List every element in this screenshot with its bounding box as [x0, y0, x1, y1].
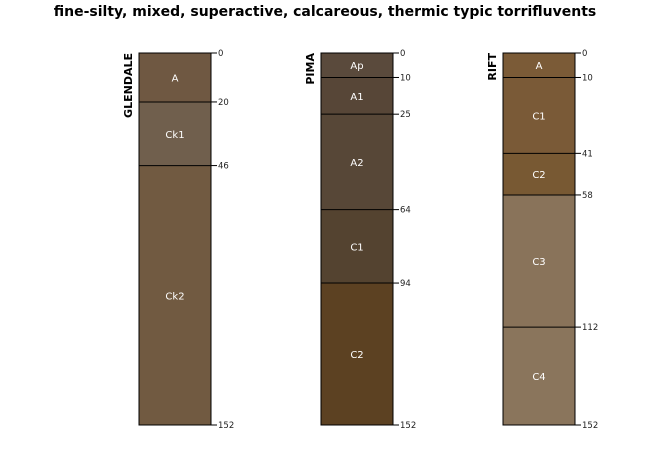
depth-label: 58	[582, 191, 593, 201]
profile-outline	[320, 52, 394, 426]
profile-name: PIMA	[304, 53, 317, 85]
horizon-label: C4	[532, 372, 545, 383]
depth-label: 10	[582, 73, 593, 83]
horizon-rect	[139, 101, 211, 166]
horizon-label: A	[172, 73, 179, 84]
horizon-rect	[503, 194, 575, 328]
horizon-label: A2	[350, 158, 363, 169]
horizon-rect	[503, 153, 575, 195]
depth-label: 25	[400, 110, 411, 120]
profile-glendale: A Ck1 Ck2 0 20 46 152 GLENDALE	[122, 49, 234, 431]
profile-name: GLENDALE	[122, 53, 135, 118]
depth-label: 41	[582, 149, 593, 159]
depth-label: 152	[400, 421, 416, 431]
depth-label: 64	[400, 206, 411, 216]
horizon-rect	[321, 114, 393, 210]
horizon-rect	[139, 165, 211, 425]
horizon-label: C1	[350, 242, 363, 253]
horizon-label: C2	[532, 170, 545, 181]
horizon-rect	[321, 209, 393, 284]
horizon-rect	[503, 77, 575, 154]
profile-rift: A C1 C2 C3 C4 0 10 41 58 112 152 RIFT	[486, 49, 598, 431]
horizon-label: Ck2	[165, 291, 184, 302]
horizon-rect	[503, 53, 575, 78]
depth-label: 0	[218, 49, 223, 59]
horizon-label: Ap	[350, 61, 363, 72]
profile-outline	[138, 52, 212, 426]
figure-title: fine-silty, mixed, superactive, calcareo…	[54, 4, 597, 20]
horizon-label: C3	[532, 257, 545, 268]
depth-label: 0	[400, 49, 405, 59]
profile-outline	[502, 52, 576, 426]
depth-label: 152	[218, 421, 234, 431]
depth-label: 112	[582, 323, 598, 333]
depth-label: 46	[218, 162, 229, 172]
profile-name: RIFT	[486, 53, 499, 81]
horizon-rect	[503, 327, 575, 425]
horizon-label: C2	[350, 350, 363, 361]
depth-label: 10	[400, 73, 411, 83]
horizon-rect	[321, 53, 393, 78]
profile-pima: Ap A1 A2 C1 C2 0 10 25 64 94 152 PIMA	[304, 49, 416, 431]
horizon-label: A	[536, 61, 543, 72]
depth-label: 20	[218, 98, 229, 108]
depth-label: 152	[582, 421, 598, 431]
horizon-rect	[321, 283, 393, 425]
profiles-group: A Ck1 Ck2 0 20 46 152 GLENDALE Ap A1 A2 C1 C2 0 10 25 64…	[122, 49, 598, 431]
horizon-rect	[139, 53, 211, 102]
depth-label: 0	[582, 49, 587, 59]
horizon-rect	[321, 77, 393, 115]
horizon-label: C1	[532, 111, 545, 122]
depth-label: 94	[400, 279, 411, 289]
horizon-label: Ck1	[165, 130, 184, 141]
horizon-label: A1	[350, 92, 363, 103]
